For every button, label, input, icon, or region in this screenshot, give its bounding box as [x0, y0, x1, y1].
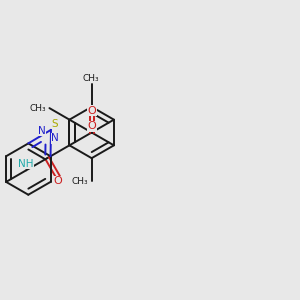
Text: N: N [51, 133, 59, 143]
Text: S: S [51, 118, 58, 128]
Text: O: O [87, 106, 96, 116]
Text: CH₃: CH₃ [83, 74, 99, 83]
Text: N: N [38, 126, 46, 136]
Text: O: O [54, 176, 62, 186]
Text: O: O [87, 121, 96, 131]
Text: NH: NH [18, 159, 34, 169]
Text: CH₃: CH₃ [29, 103, 46, 112]
Text: CH₃: CH₃ [71, 177, 88, 186]
